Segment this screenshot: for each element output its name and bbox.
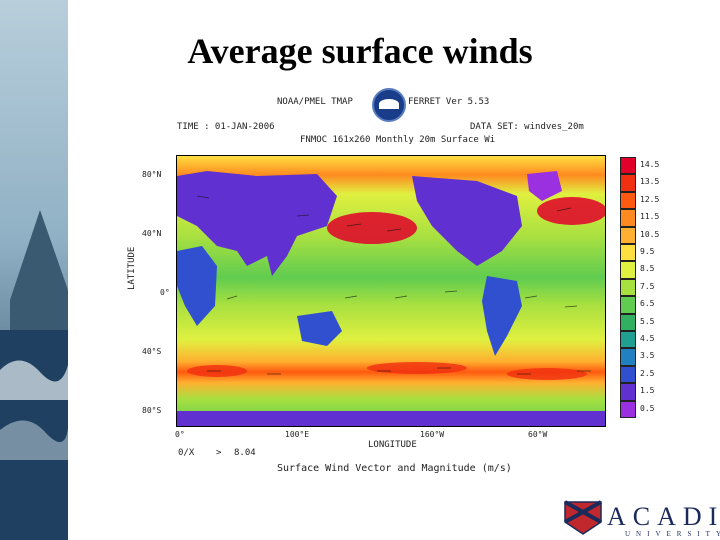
storm-track-north-atlantic: [537, 197, 605, 225]
noaa-logo: [372, 88, 406, 122]
legend-label: 9.5: [640, 247, 655, 256]
legend-label: 3.5: [640, 351, 655, 361]
lat-tick: 80°S: [142, 406, 162, 415]
legend-swatch: [620, 157, 636, 175]
legend-swatch: [620, 400, 636, 418]
dataset-label: DATA SET: windves_20m: [470, 122, 584, 132]
vector-scale-value: 8.04: [234, 448, 256, 458]
legend-swatch: [620, 348, 636, 366]
antarctica-landmass: [177, 411, 605, 426]
south-america-landmass: [482, 276, 522, 356]
legend-swatch: [620, 296, 636, 314]
australia-landmass: [297, 311, 342, 346]
legend-swatch: [620, 313, 636, 331]
legend-label: 2.5: [640, 368, 655, 378]
legend-label: 4.5: [640, 334, 655, 343]
legend-label: 10.5: [640, 229, 660, 239]
africa-landmass: [177, 246, 217, 326]
figure-caption: Surface Wind Vector and Magnitude (m/s): [277, 463, 512, 474]
wind-map: [176, 155, 606, 427]
legend-label: 6.5: [640, 299, 655, 309]
legend-swatch: [620, 383, 636, 401]
lon-tick: 160°W: [420, 430, 445, 439]
north-america-landmass: [412, 176, 522, 266]
greenland-landmass: [527, 171, 562, 201]
legend-swatch: [620, 261, 636, 279]
legend-swatch: [620, 244, 636, 262]
legend-swatch: [620, 209, 636, 227]
agency-label: NOAA/PMEL TMAP: [277, 97, 353, 107]
legend-swatch: [620, 191, 636, 210]
legend-label: 0.5: [640, 403, 655, 413]
lat-tick: 80°N: [142, 170, 162, 179]
vector-scale-label: 0/X: [178, 448, 195, 458]
y-axis-label: LATITUDE: [127, 246, 137, 290]
legend-swatch: [620, 331, 636, 349]
legend-label: 12.5: [640, 194, 660, 204]
eurasia-landmass: [177, 171, 337, 276]
legend-label: 7.5: [640, 281, 655, 291]
lat-tick: 0°: [160, 288, 170, 297]
legend-label: 1.5: [640, 386, 655, 396]
lat-tick: 40°N: [142, 229, 162, 238]
product-label: FERRET Ver 5.53: [408, 97, 490, 107]
vector-scale-arrow: >: [216, 448, 222, 458]
lon-tick: 60°W: [528, 430, 548, 439]
acadia-wordmark: ACADIA: [607, 502, 720, 531]
plot-title: FNMOC 161x260 Monthly 20m Surface Wi: [300, 135, 496, 145]
legend-label: 14.5: [640, 160, 660, 169]
time-label: TIME : 01-JAN-2006: [177, 122, 275, 132]
slide-title: Average surface winds: [187, 31, 533, 71]
storm-track-north-pacific: [327, 212, 417, 244]
legend-label: 8.5: [640, 264, 655, 274]
lat-tick: 40°S: [142, 347, 162, 356]
legend-label: 13.5: [640, 177, 660, 187]
legend-swatch: [620, 278, 636, 297]
legend-swatch: [620, 365, 636, 384]
decorative-sidebar: [0, 0, 68, 540]
legend-label: 11.5: [640, 212, 660, 222]
legend-swatch: [620, 226, 636, 244]
lon-tick: 0°: [175, 430, 185, 439]
x-axis-label: LONGITUDE: [368, 440, 417, 450]
legend-swatch: [620, 174, 636, 192]
legend-label: 5.5: [640, 316, 655, 326]
lon-tick: 100°E: [285, 430, 310, 439]
acadia-subtext: UNIVERSITY: [625, 530, 720, 538]
